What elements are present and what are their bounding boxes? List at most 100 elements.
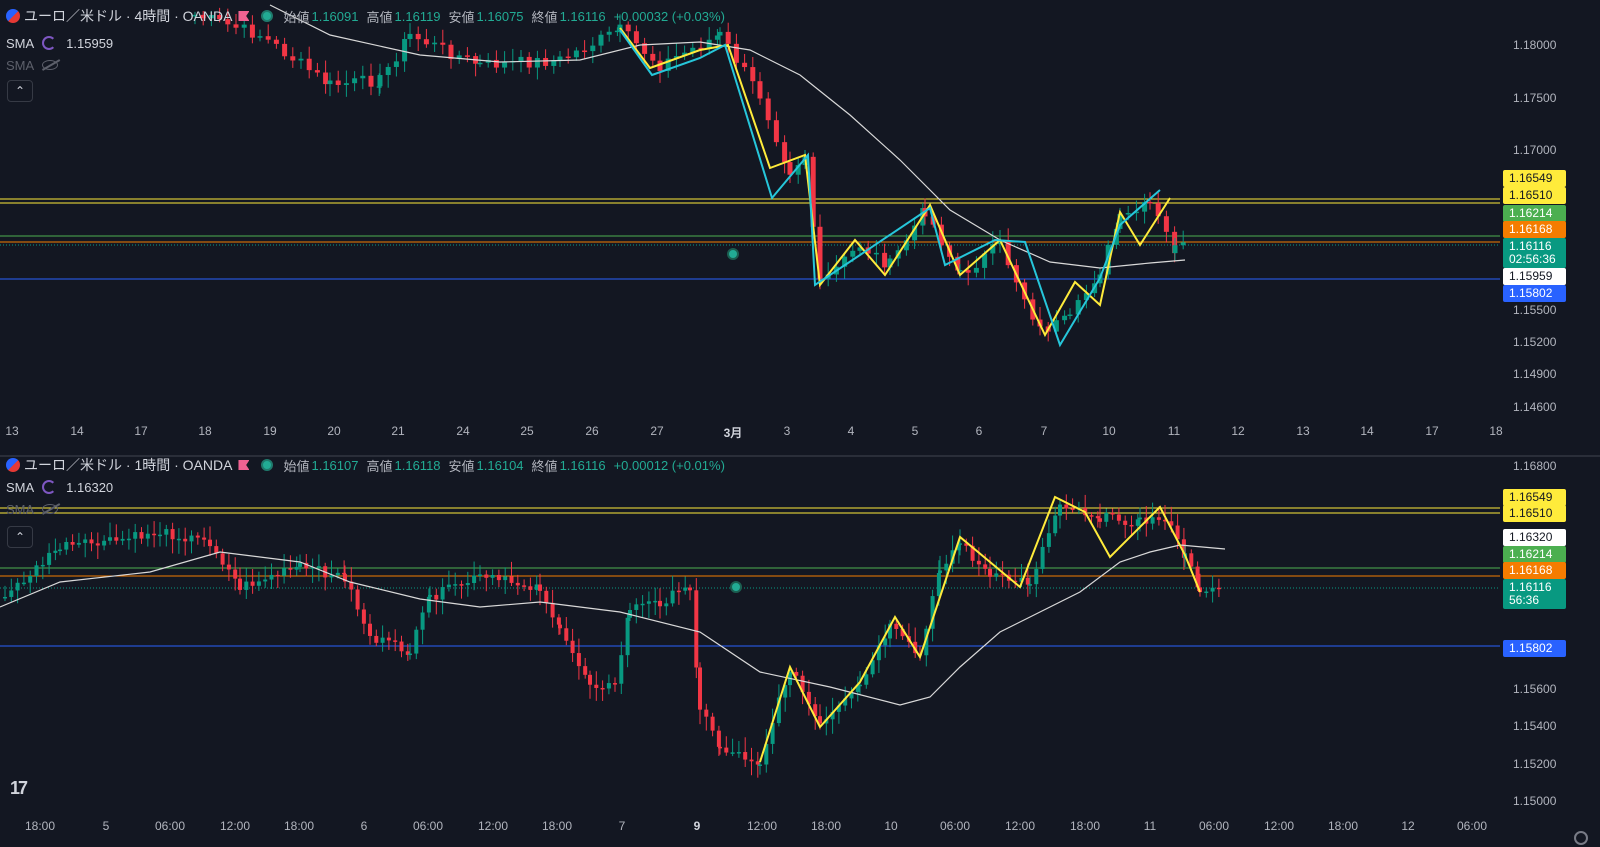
candle-body — [415, 33, 421, 40]
candle-body — [873, 252, 879, 255]
candle-body — [598, 34, 604, 46]
candle-body — [970, 545, 975, 561]
eye-hidden-icon[interactable] — [42, 60, 59, 70]
market-status-icon[interactable] — [261, 10, 274, 22]
candle-body — [102, 540, 107, 546]
candle-body — [894, 623, 899, 629]
candle-body — [843, 698, 848, 706]
candle-body — [710, 716, 715, 731]
pane-divider[interactable] — [0, 455, 1600, 457]
open-value: 1.16091 — [311, 8, 359, 24]
candle-body — [139, 532, 144, 539]
candle-body — [170, 529, 175, 540]
candle-body — [787, 162, 793, 175]
price-axis-label: 1.15200 — [1513, 757, 1557, 771]
symbol-title[interactable]: ユーロ／米ドル · 1時間 · OANDA — [24, 457, 233, 473]
open-label: 始値 — [283, 458, 310, 474]
time-axis-label: 12 — [1231, 424, 1245, 438]
candle-body — [1046, 533, 1051, 547]
candle-body — [126, 538, 131, 541]
candle-body — [192, 14, 198, 17]
zigzag-cyan — [619, 29, 1161, 348]
indicator-sma-2[interactable]: SMA — [6, 499, 59, 519]
candle-body — [813, 704, 818, 717]
candle-body — [214, 546, 219, 554]
chart-pane-4h[interactable]: ユーロ／米ドル · 4時間 · OANDA 始値 1.16091 高値 1.1611… — [0, 0, 1600, 455]
candle-body — [690, 47, 696, 53]
candle-body — [956, 543, 961, 551]
candle-body — [757, 81, 763, 99]
candle-body — [944, 563, 949, 571]
indicator-sma-1[interactable]: SMA 1.15959 — [6, 33, 113, 53]
candle-body — [1204, 591, 1209, 594]
price-tag-text: 1.16116 — [1509, 239, 1552, 253]
indicator-sma-1[interactable]: SMA 1.16320 — [6, 477, 113, 497]
candle-body — [642, 43, 648, 54]
candle-body — [716, 730, 721, 747]
candle-body — [888, 623, 892, 639]
candle-body — [335, 80, 341, 85]
candle-body — [522, 585, 527, 587]
candle-body — [883, 638, 888, 646]
symbol-row[interactable]: ユーロ／米ドル · 4時間 · OANDA 始値 1.16091 高値 1.1611… — [6, 6, 733, 26]
time-axis-label: 14 — [70, 424, 84, 438]
candle-body — [385, 66, 391, 76]
candle-body — [405, 651, 410, 655]
candle-body — [1110, 512, 1115, 515]
time-axis-label: 11 — [1167, 424, 1181, 438]
chart-pane-1h[interactable]: ユーロ／米ドル · 1時間 · OANDA 始値 1.16107 高値 1.1611… — [0, 457, 1600, 847]
candle-body — [556, 617, 561, 625]
candle-body — [930, 596, 935, 629]
symbol-row[interactable]: ユーロ／米ドル · 1時間 · OANDA 始値 1.16107 高値 1.1611… — [6, 457, 733, 475]
alert-clock-icon[interactable] — [727, 248, 739, 260]
price-axis-label: 1.15600 — [1513, 682, 1557, 696]
candle-body — [76, 542, 81, 545]
eye-hidden-icon[interactable] — [42, 504, 59, 514]
candle-body — [1028, 584, 1032, 586]
candle-body — [58, 549, 62, 552]
alert-clock-icon[interactable] — [730, 581, 742, 593]
candle-body — [1075, 300, 1081, 315]
high-label: 高値 — [366, 9, 393, 25]
candle-body — [773, 120, 779, 143]
candle-body — [1083, 293, 1089, 301]
time-axis-label: 10 — [884, 819, 898, 833]
price-axis-label: 1.15200 — [1513, 335, 1557, 349]
price-chart-4h[interactable] — [0, 0, 1600, 455]
candle-body — [164, 529, 169, 535]
candle-body — [1175, 525, 1180, 540]
market-status-icon[interactable] — [261, 459, 274, 471]
collapse-legend-button[interactable]: ⌃ — [7, 80, 33, 102]
time-axis-label: 10 — [1102, 424, 1116, 438]
candle-body — [329, 575, 334, 578]
candle-body — [1013, 580, 1018, 583]
indicator-sma-2[interactable]: SMA — [6, 55, 59, 75]
candle-body — [414, 629, 419, 654]
time-axis-label: 06:00 — [1198, 819, 1230, 833]
indicator-name: SMA — [6, 479, 35, 495]
candle-body — [876, 645, 881, 661]
candle-body — [355, 589, 360, 610]
candle-body — [256, 581, 261, 586]
candle-body — [189, 535, 194, 542]
time-axis-label: 13 — [1296, 424, 1310, 438]
candle-body — [70, 542, 75, 545]
symbol-title[interactable]: ユーロ／米ドル · 4時間 · OANDA — [24, 8, 233, 24]
candle-body — [588, 674, 592, 685]
candle-body — [374, 635, 379, 643]
gear-icon[interactable] — [1574, 831, 1588, 845]
candle-body — [509, 576, 514, 583]
tradingview-logo[interactable]: 17 — [10, 778, 28, 798]
flag-icon[interactable] — [238, 11, 250, 21]
candle-body — [617, 24, 623, 31]
time-axis-label: 18 — [1489, 424, 1503, 438]
candle-body — [477, 62, 483, 65]
candle-body — [377, 75, 383, 87]
time-axis-label: 27 — [650, 424, 664, 438]
price-tag: 1.16116 02:56:36 — [1503, 238, 1566, 268]
candle-body — [83, 539, 88, 543]
collapse-legend-button[interactable]: ⌃ — [7, 526, 33, 548]
price-chart-1h[interactable] — [0, 457, 1600, 847]
candle-body — [360, 75, 366, 79]
flag-icon[interactable] — [238, 460, 250, 470]
